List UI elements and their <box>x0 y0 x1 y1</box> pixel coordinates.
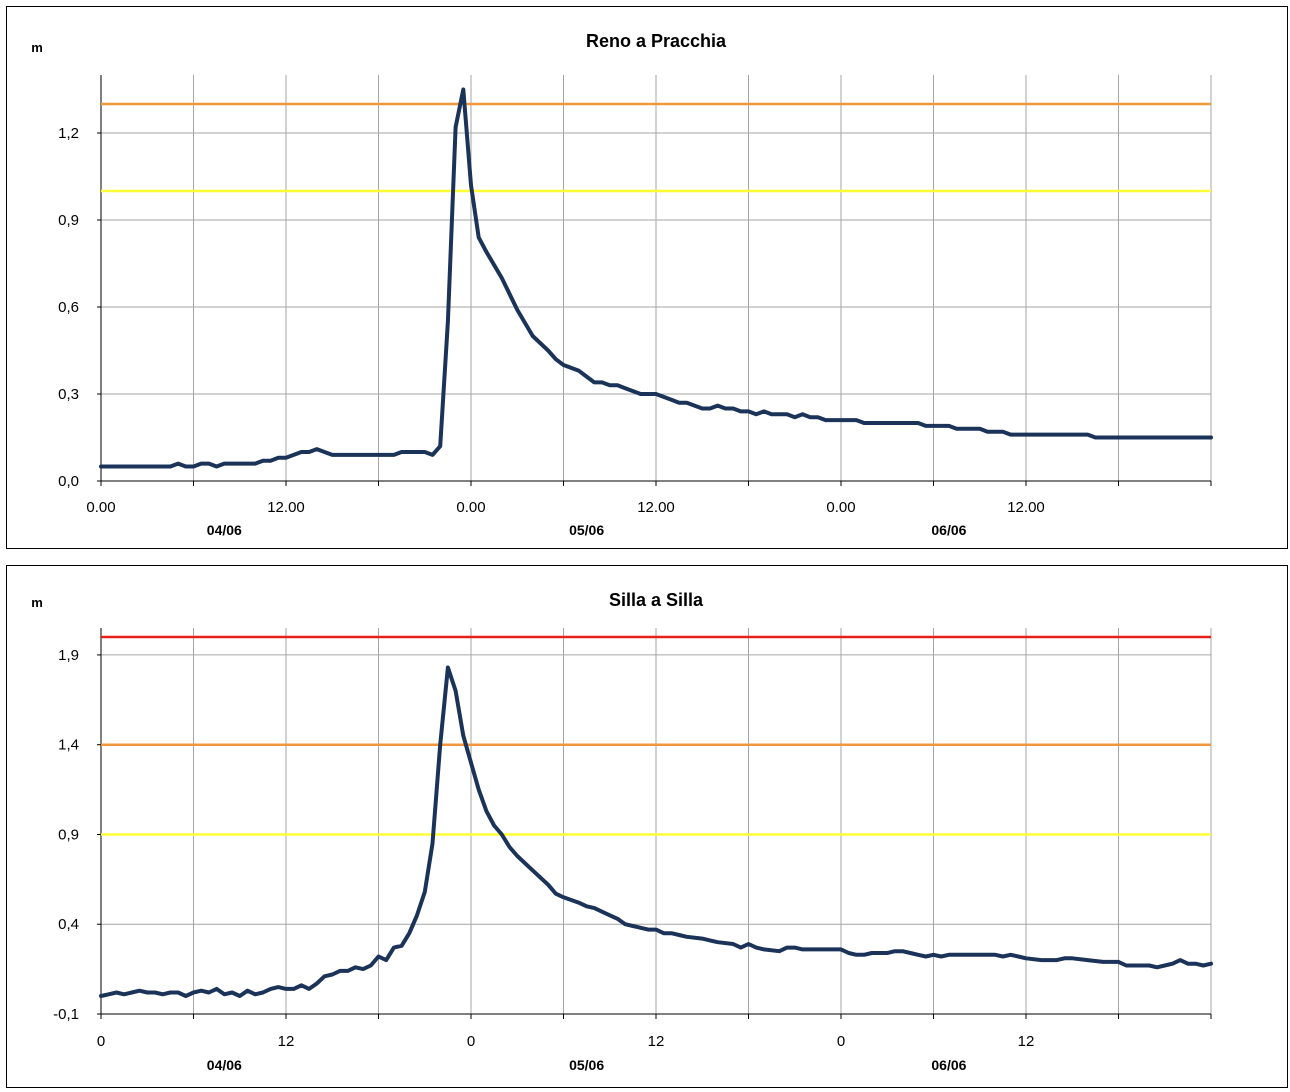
x-tick-label: 0.00 <box>826 499 855 516</box>
y-axis-unit-label: m <box>31 40 43 55</box>
chart-title: Silla a Silla <box>609 590 704 610</box>
y-tick-label: 0,3 <box>58 386 79 403</box>
x-tick-label: 0.00 <box>86 499 115 516</box>
date-label: 04/06 <box>207 1057 242 1073</box>
date-label: 05/06 <box>569 522 604 538</box>
x-tick-label: 12.00 <box>637 499 675 516</box>
date-label: 06/06 <box>931 522 966 538</box>
chart-panel-silla-a-silla: Silla a Silla m -0,1 0,4 0,9 1,4 1,9 0 12 0 12 0 12 0… <box>6 565 1288 1088</box>
x-tick-label: 0 <box>837 1033 845 1050</box>
chart-title: Reno a Pracchia <box>586 31 727 51</box>
y-tick-label: 1,4 <box>58 737 79 754</box>
y-tick-label: 0,4 <box>58 916 79 933</box>
date-label: 06/06 <box>931 1057 966 1073</box>
y-tick-label: 0,9 <box>58 212 79 229</box>
x-tick-label: 0.00 <box>456 499 485 516</box>
x-tick-label: 0 <box>467 1033 475 1050</box>
date-label: 05/06 <box>569 1057 604 1073</box>
x-tick-label: 12 <box>648 1033 665 1050</box>
date-label: 04/06 <box>207 522 242 538</box>
x-tick-label: 12.00 <box>267 499 305 516</box>
y-tick-label: 0,0 <box>58 473 79 490</box>
y-tick-label: -0,1 <box>53 1006 79 1023</box>
chart-svg: Silla a Silla m -0,1 0,4 0,9 1,4 1,9 0 12 0 12 0 12 0… <box>31 590 1213 1073</box>
y-tick-label: 0,9 <box>58 826 79 843</box>
water-level-series-line <box>99 665 1213 998</box>
x-tick-label: 12.00 <box>1007 499 1045 516</box>
chart-panel-reno-a-pracchia: Reno a Pracchia m 0,0 0,3 0,6 0,9 1,2 0.00 12.00… <box>6 6 1288 549</box>
x-tick-label: 12 <box>1018 1033 1035 1050</box>
chart-svg: Reno a Pracchia m 0,0 0,3 0,6 0,9 1,2 0.00 12.00… <box>31 31 1213 538</box>
x-tick-label: 12 <box>278 1033 295 1050</box>
y-axis-unit-label: m <box>31 595 43 610</box>
y-tick-label: 0,6 <box>58 299 79 316</box>
y-tick-label: 1,2 <box>58 125 79 142</box>
x-tick-label: 0 <box>97 1033 105 1050</box>
water-level-series-line <box>99 87 1213 469</box>
y-tick-label: 1,9 <box>58 647 79 664</box>
